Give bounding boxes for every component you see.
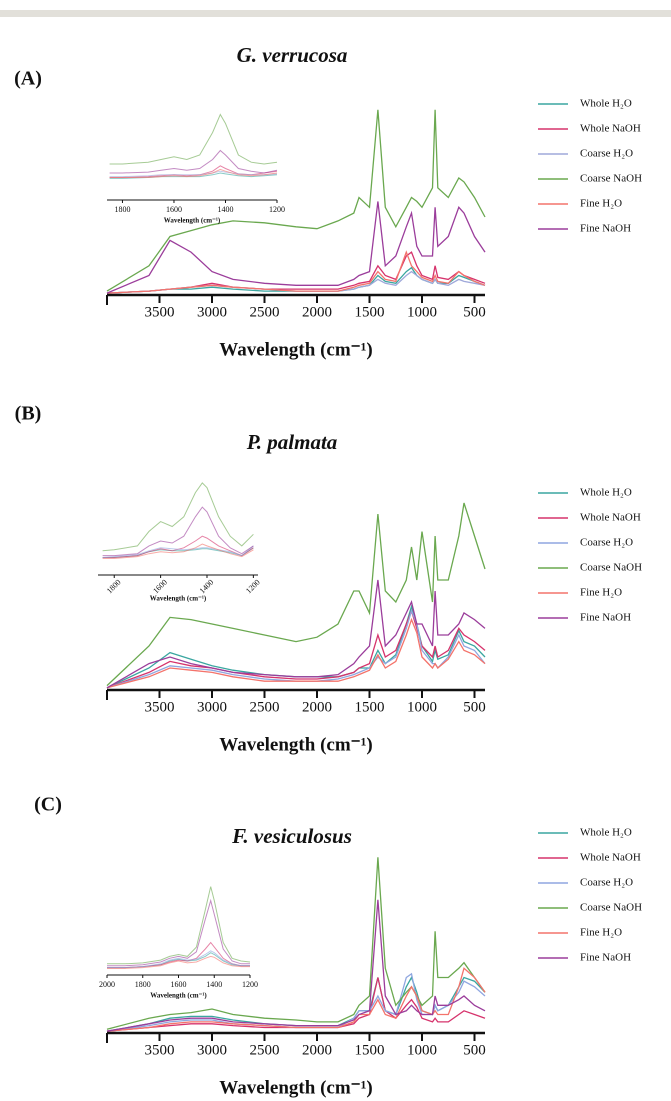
- spectrum-line: [106, 967, 486, 1032]
- x-tick-label: 3000: [197, 699, 227, 715]
- inset-line: [102, 535, 254, 558]
- x-tick-label: 500: [463, 1042, 486, 1058]
- legend-label: Whole H₂O: [580, 827, 632, 839]
- legend-label: Fine NaOH: [580, 952, 631, 964]
- x-tick-label: 2500: [250, 699, 280, 715]
- spectrum-line: [106, 604, 486, 689]
- legend-label: Whole NaOH: [580, 512, 641, 524]
- legend-label: Coarse NaOH: [580, 173, 642, 185]
- inset-line: [109, 113, 278, 165]
- x-tick-label: 3500: [145, 1042, 175, 1058]
- spectrum-line: [106, 251, 486, 294]
- x-tick-label: 500: [463, 304, 486, 320]
- inset-tick-label: 1600: [171, 980, 187, 989]
- x-tick-label: 2500: [250, 1042, 280, 1058]
- legend-label: Coarse H₂O: [580, 877, 633, 889]
- legend-label: Coarse NaOH: [580, 902, 642, 914]
- spectrum-line: [106, 899, 486, 1032]
- spectrum-line: [106, 579, 486, 689]
- panel-label: (B): [15, 403, 42, 425]
- inset-tick-label: 1200: [269, 205, 285, 214]
- x-axis-label: Wavelength (cm⁻¹): [219, 339, 372, 360]
- spectrum-line: [106, 857, 486, 1030]
- x-tick-label: 2000: [302, 1042, 332, 1058]
- panel-label: (C): [34, 794, 62, 816]
- spectrum-line: [106, 977, 486, 1032]
- inset-x-label: Wavelength (cm⁻¹): [150, 595, 207, 603]
- legend-label: Whole NaOH: [580, 852, 641, 864]
- inset-line: [107, 898, 250, 967]
- legend-label: Whole H₂O: [580, 487, 632, 499]
- inset-tick-label: 1600: [151, 578, 169, 596]
- top-bar: [0, 10, 671, 17]
- inset-line: [109, 168, 278, 178]
- x-tick-label: 500: [463, 699, 486, 715]
- x-tick-label: 1000: [407, 699, 437, 715]
- inset-x-label: Wavelength (cm⁻¹): [150, 992, 207, 1000]
- x-tick-label: 3000: [197, 304, 227, 320]
- spectrum-line: [106, 617, 486, 689]
- inset-tick-label: 2000: [99, 980, 115, 989]
- inset-line: [107, 955, 250, 969]
- inset-tick-label: 1400: [217, 205, 233, 214]
- x-axis-label: Wavelength (cm⁻¹): [219, 1077, 372, 1098]
- inset-line: [102, 482, 254, 552]
- inset-tick-label: 1400: [206, 980, 222, 989]
- legend-label: Fine H₂O: [580, 198, 622, 210]
- x-tick-label: 3000: [197, 1042, 227, 1058]
- legend-label: Whole H₂O: [580, 98, 632, 110]
- x-tick-label: 2500: [250, 304, 280, 320]
- inset-line: [107, 950, 250, 969]
- spectrum-line: [106, 972, 486, 1032]
- x-tick-label: 1000: [407, 1042, 437, 1058]
- x-tick-label: 3500: [145, 304, 175, 320]
- inset-tick-label: 1200: [242, 980, 258, 989]
- x-tick-label: 1000: [407, 304, 437, 320]
- panel-label: (A): [14, 68, 42, 90]
- x-tick-label: 2000: [302, 304, 332, 320]
- inset-line: [107, 886, 251, 965]
- legend-label: Coarse NaOH: [580, 562, 642, 574]
- inset-tick-label: 1600: [166, 205, 182, 214]
- spectrum-line: [106, 502, 486, 687]
- spectrum-line: [106, 250, 486, 294]
- inset-tick-label: 1400: [198, 578, 216, 596]
- inset-line: [102, 543, 254, 559]
- inset-x-label: Wavelength (cm⁻¹): [164, 217, 221, 225]
- chart-title: P. palmata: [246, 430, 338, 454]
- x-tick-label: 1500: [355, 304, 385, 320]
- inset-tick-label: 1800: [135, 980, 151, 989]
- legend-label: Fine NaOH: [580, 612, 631, 624]
- legend-label: Fine H₂O: [580, 587, 622, 599]
- chart-title: F. vesiculosus: [231, 824, 352, 848]
- x-tick-label: 2000: [302, 699, 332, 715]
- inset-tick-label: 1200: [244, 578, 262, 596]
- inset-tick-label: 1800: [114, 205, 130, 214]
- spectrum-line: [106, 201, 486, 294]
- x-tick-label: 1500: [355, 1042, 385, 1058]
- inset-line: [102, 506, 254, 557]
- legend-label: Fine NaOH: [580, 223, 631, 235]
- legend-label: Whole NaOH: [580, 123, 641, 135]
- chart-title: G. verrucosa: [237, 43, 348, 67]
- spectrum-line: [106, 109, 486, 292]
- spectrum-line: [106, 266, 486, 294]
- x-axis-label: Wavelength (cm⁻¹): [219, 734, 372, 755]
- inset-tick-label: 1800: [105, 578, 123, 596]
- legend-label: Coarse H₂O: [580, 148, 633, 160]
- inset-line: [109, 149, 278, 174]
- x-tick-label: 3500: [145, 699, 175, 715]
- x-tick-label: 1500: [355, 699, 385, 715]
- legend-label: Fine H₂O: [580, 927, 622, 939]
- legend-label: Coarse H₂O: [580, 537, 633, 549]
